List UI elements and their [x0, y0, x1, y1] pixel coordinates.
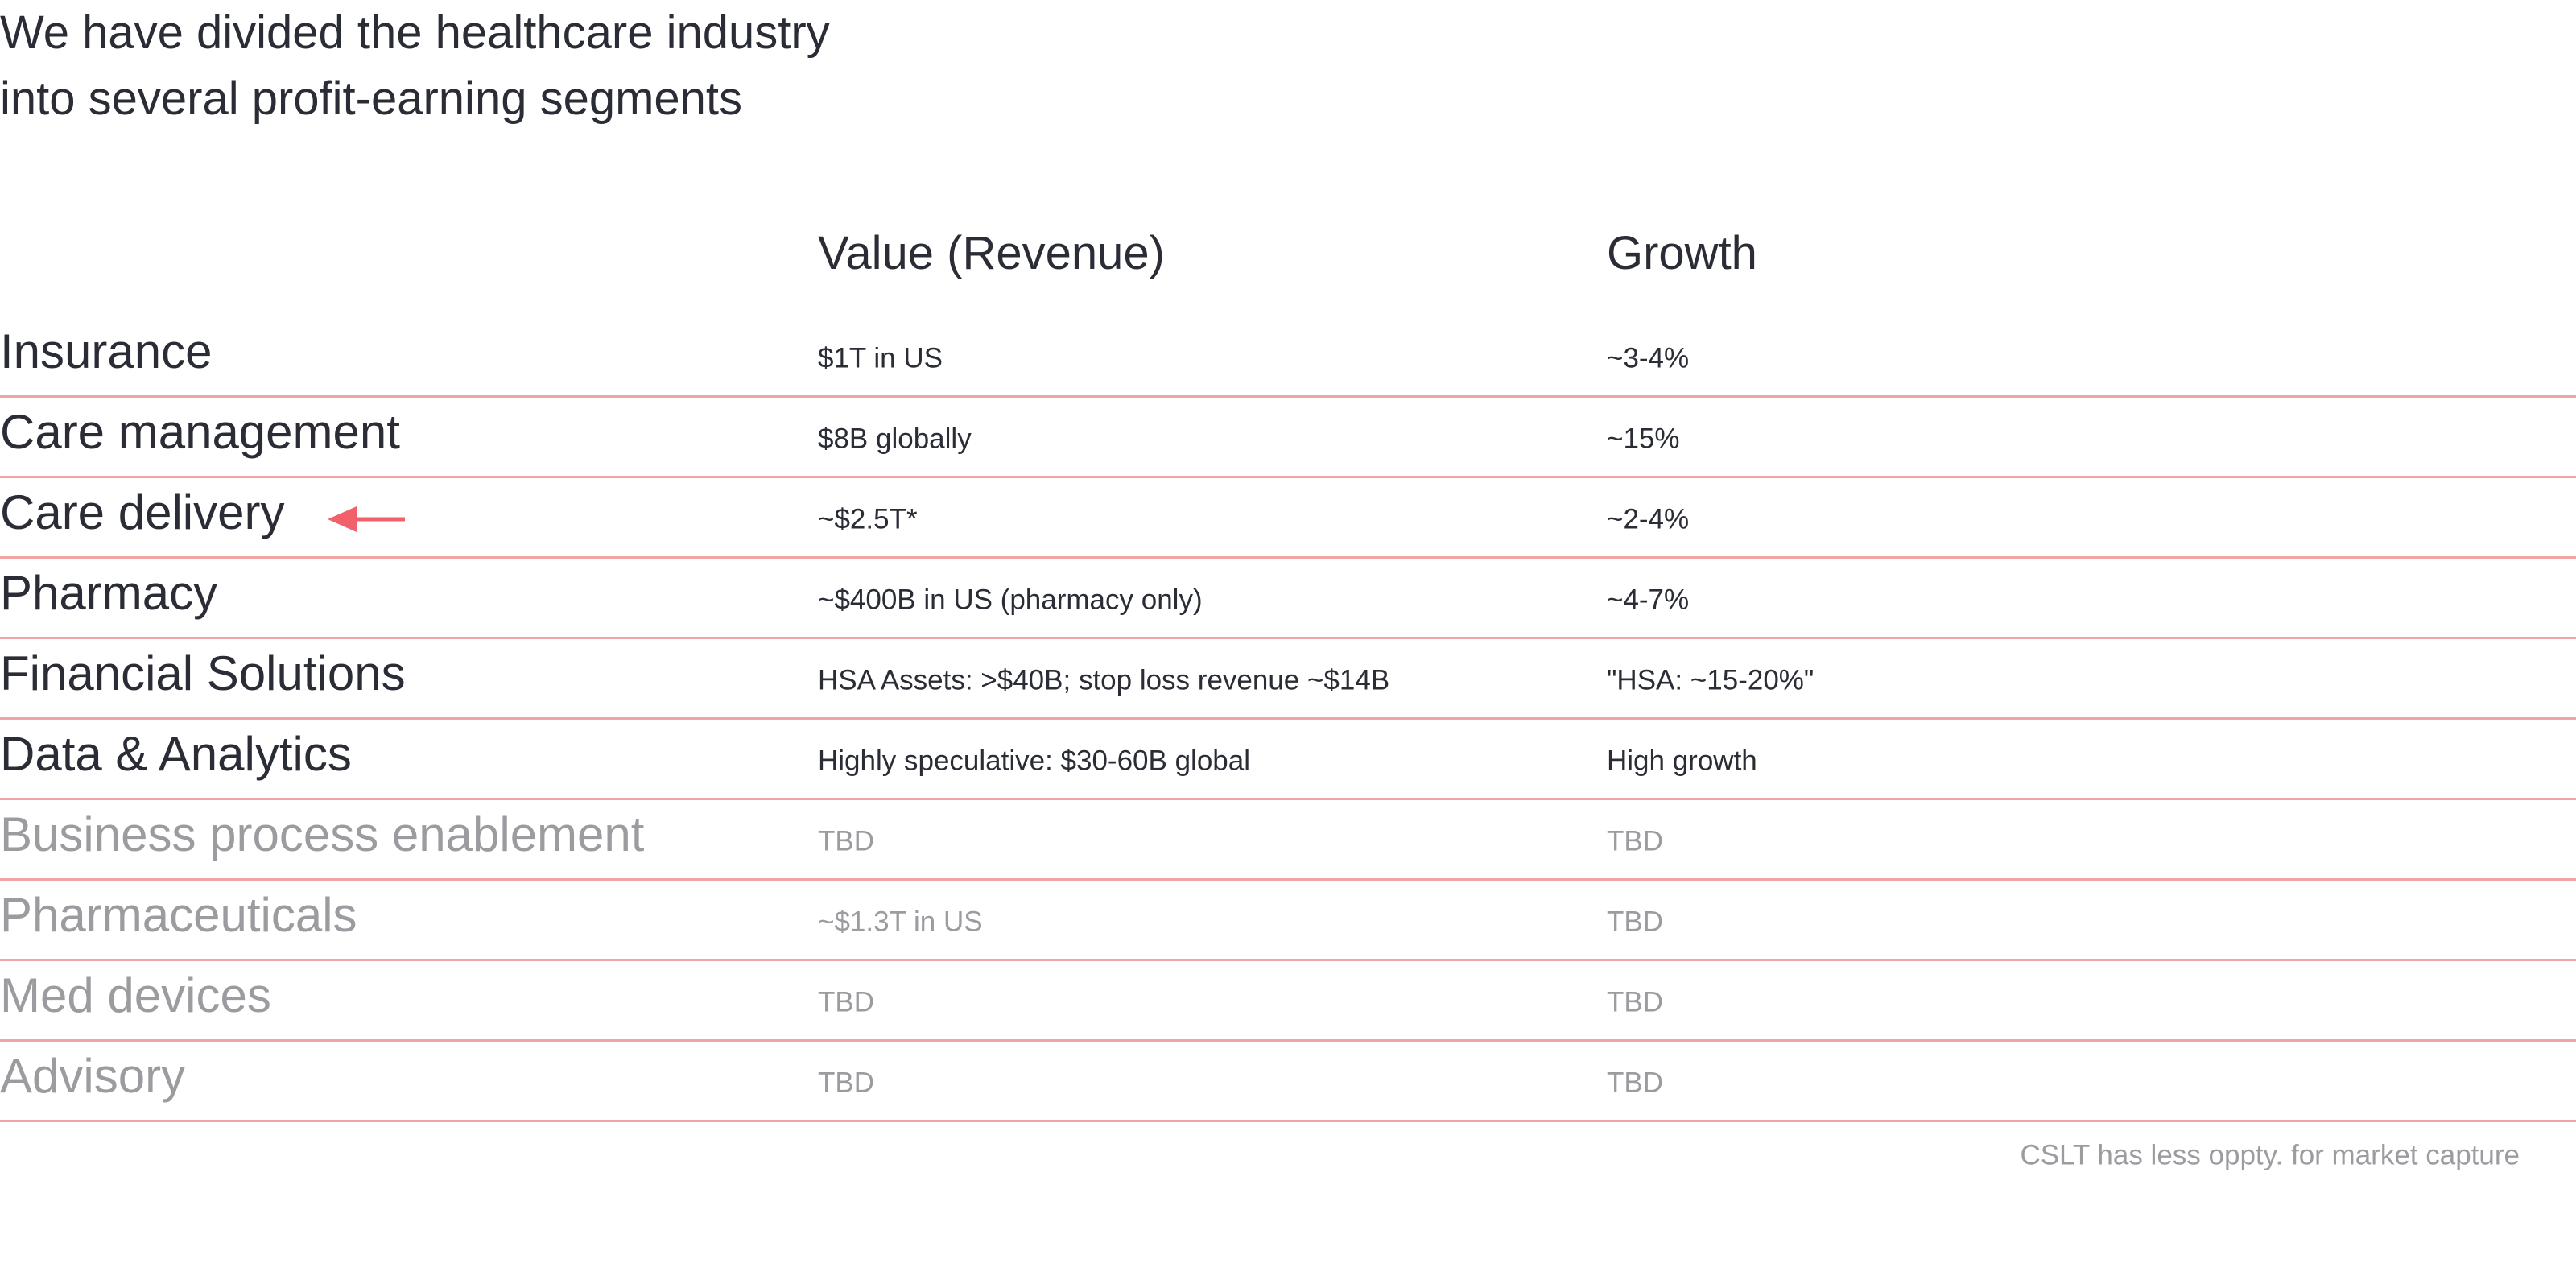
growth-cell: "HSA: ~15-20%": [1607, 664, 1814, 696]
growth-cell: High growth: [1607, 745, 1757, 777]
growth-cell: ~4-7%: [1607, 584, 1690, 616]
arrow: [328, 506, 405, 532]
row-divider: [0, 476, 2576, 478]
column-header: Growth: [1607, 227, 1757, 279]
row-divider: [0, 395, 2576, 398]
value-cell: ~$1.3T in US: [818, 906, 983, 938]
growth-cell: TBD: [1607, 906, 1663, 938]
value-cell: ~$2.5T*: [818, 503, 918, 535]
row-divider: [0, 637, 2576, 639]
row-divider: [0, 878, 2576, 881]
row-label: Data & Analytics: [0, 727, 352, 781]
row-divider: [0, 717, 2576, 720]
value-cell: Highly speculative: $30-60B global: [818, 745, 1250, 777]
growth-cell: TBD: [1607, 825, 1663, 857]
row-divider: [0, 1039, 2576, 1042]
title-line: We have divided the healthcare industry: [0, 6, 830, 59]
value-cell: $8B globally: [818, 423, 972, 455]
row-label: Insurance: [0, 324, 213, 378]
row-label: Business process enablement: [0, 807, 645, 861]
column-header: Value (Revenue): [818, 227, 1165, 279]
growth-cell: ~3-4%: [1607, 342, 1690, 374]
row-label: Care management: [0, 405, 400, 459]
value-cell: TBD: [818, 825, 874, 857]
row-label: Pharmacy: [0, 566, 218, 620]
row-divider: [0, 798, 2576, 800]
row-divider: [0, 959, 2576, 961]
footnote: CSLT has less oppty. for market capture: [2020, 1139, 2520, 1171]
growth-cell: ~2-4%: [1607, 503, 1690, 535]
value-cell: TBD: [818, 1067, 874, 1099]
row-label: Med devices: [0, 968, 271, 1022]
value-cell: TBD: [818, 986, 874, 1018]
value-cell: ~$400B in US (pharmacy only): [818, 584, 1203, 616]
row-divider: [0, 1120, 2576, 1122]
row-label: Financial Solutions: [0, 646, 406, 700]
value-cell: $1T in US: [818, 342, 943, 374]
row-divider: [0, 556, 2576, 559]
row-label: Pharmaceuticals: [0, 888, 357, 942]
title-line: into several profit-earning segments: [0, 72, 743, 125]
growth-cell: ~15%: [1607, 423, 1680, 455]
growth-cell: TBD: [1607, 986, 1663, 1018]
growth-cell: TBD: [1607, 1067, 1663, 1099]
row-label: Care delivery: [0, 485, 285, 539]
value-cell: HSA Assets: >$40B; stop loss revenue ~$1…: [818, 664, 1390, 696]
row-label: Advisory: [0, 1049, 186, 1103]
